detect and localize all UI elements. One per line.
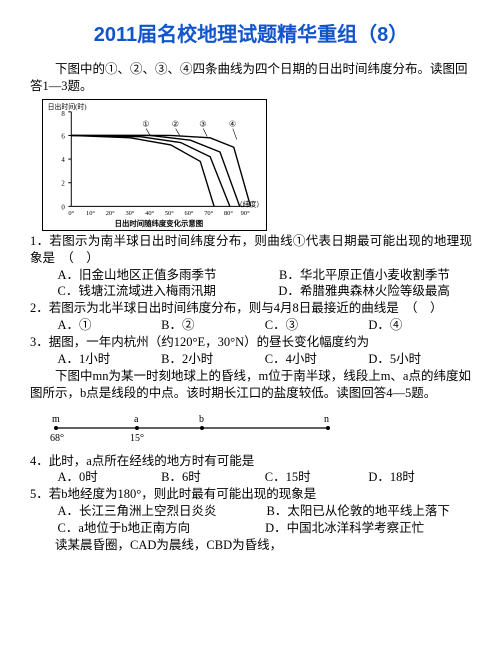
q1-stem: 1．若图示为南半球日出时间纬度分布，则曲线①代表日期最可能出现的地理现象是 （ … [30,233,472,267]
svg-text:20°: 20° [106,210,115,217]
svg-text:90°: 90° [241,210,250,217]
intro2-text: 下图中mn为某一时刻地球上的昏线，m位于南半球，线段上m、a点的纬度如图所示，b… [30,368,472,402]
svg-text:b: b [199,414,204,425]
svg-text:50°: 50° [165,210,174,217]
svg-text:④: ④ [229,119,236,128]
svg-text:a: a [134,414,139,425]
q4-opts: A．0时 B．6时 C．15时 D．18时 [30,469,472,486]
q3-opts: A．1小时 B．2小时 C．4小时 D．5小时 [30,351,472,368]
diagram-mn-line: m a b n 68° 15° [42,408,342,446]
q2-opts: A．① B．② C．③ D．④ [30,317,472,334]
chart-sunrise-latitude: 日出时间(时) 0 2 4 6 8 0° 10° 20° 30° 40° 50°… [42,99,267,231]
q5-stem: 5．若b地经度为180°，则此时最有可能出现的现象是 [30,486,472,503]
q4-stem: 4．此时，a点所在经线的地方时有可能是 [30,453,472,470]
svg-text:60°: 60° [185,210,194,217]
chart-caption: 日出时间随纬度变化示意图 [115,219,204,228]
svg-text:4: 4 [61,157,65,164]
q2-stem: 2．若图示为北半球日出时间纬度分布，则与4月8日最接近的曲线是 （ ） [30,300,472,317]
svg-text:15°: 15° [130,433,144,444]
q1-opts-cd: C．钱塘江流域进入梅雨汛期 D．希腊雅典森林火险等级最高 [30,283,472,300]
chart-svg: 日出时间(时) 0 2 4 6 8 0° 10° 20° 30° 40° 50°… [43,100,266,230]
svg-text:0°: 0° [68,210,74,217]
page-title: 2011届名校地理试题精华重组（8） [30,18,472,47]
svg-text:2: 2 [61,180,65,187]
point-labels: m a b n 68° 15° [50,414,329,444]
curves [71,135,250,206]
svg-text:n: n [324,414,329,425]
svg-text:②: ② [172,119,179,128]
x-ticks: 0° 10° 20° 30° 40° 50° 60° 70° 80° 90° （… [68,199,263,217]
svg-text:10°: 10° [86,210,95,217]
y-ticks: 0 2 4 6 8 [61,111,71,212]
svg-text:8: 8 [61,111,65,118]
svg-text:80°: 80° [224,210,233,217]
svg-text:40°: 40° [145,210,154,217]
svg-text:70°: 70° [204,210,213,217]
q5-opts-cd: C．a地位于b地正南方向 D．中国北冰洋科学考察正忙 [30,520,472,537]
svg-text:m: m [52,414,60,425]
intro-text: 下图中的①、②、③、④四条曲线为四个日期的日出时间纬度分布。读图回答1—3题。 [30,61,472,95]
svg-text:0: 0 [61,204,65,211]
svg-text:30°: 30° [125,210,134,217]
q5-opts-ab: A．长江三角洲上空烈日炎炎 B．太阳已从伦敦的地平线上落下 [30,503,472,520]
svg-text:68°: 68° [50,433,64,444]
q3-stem: 3．据图，一年内杭州（约120°E，30°N）的昼长变化幅度约为 [30,334,472,351]
q1-opts-ab: A．旧金山地区正值多雨季节 B．华北平原正值小麦收割季节 [30,267,472,284]
tail-text: 读某晨昏圈，CAD为晨线，CBD为昏线， [30,537,472,554]
svg-text:6: 6 [61,133,65,140]
y-axis-label: 日出时间(时) [48,102,87,111]
svg-text:①: ① [142,119,149,128]
svg-text:③: ③ [199,119,206,128]
